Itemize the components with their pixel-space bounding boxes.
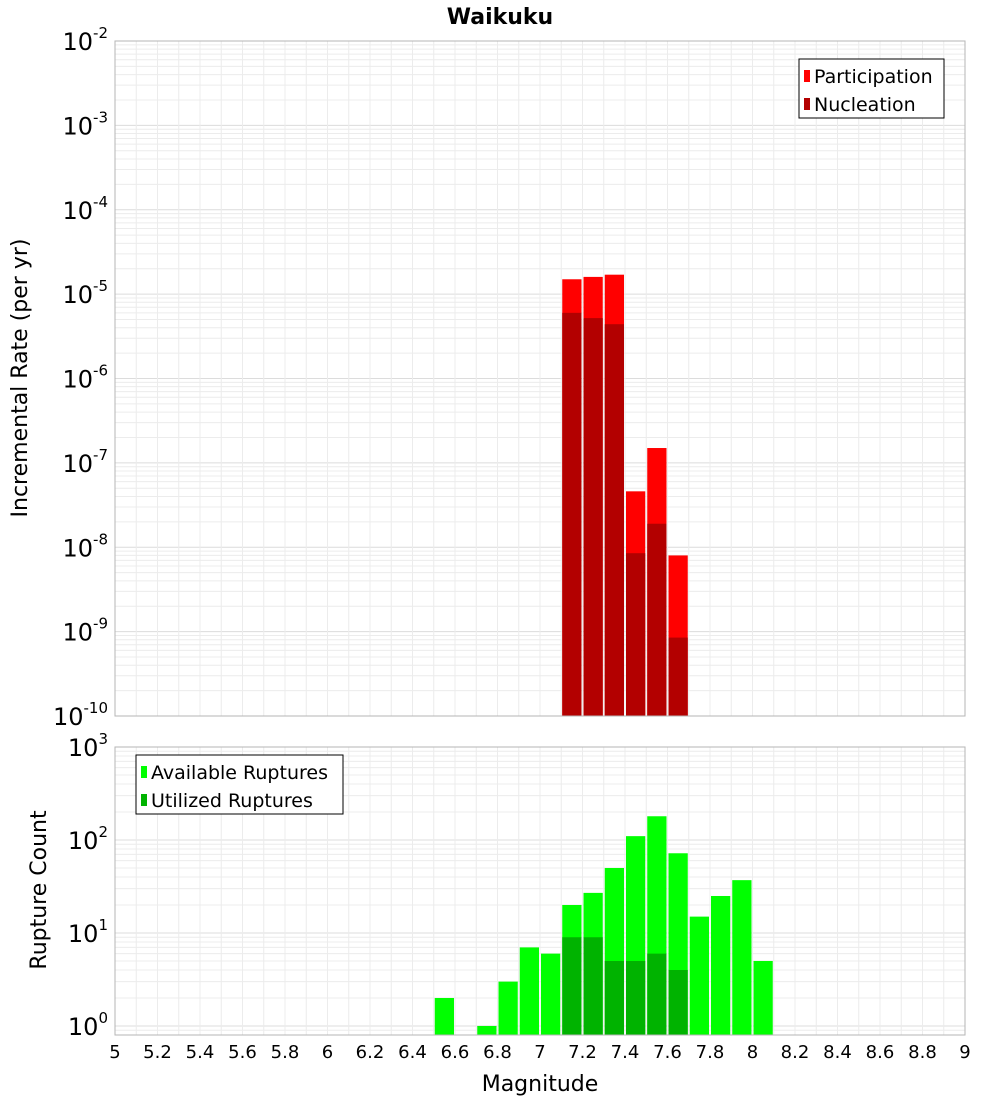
- x-tick-label: 5.2: [143, 1042, 172, 1063]
- x-tick-label: 8.4: [823, 1042, 852, 1063]
- rate-y-tick-label: 10-4: [62, 193, 108, 225]
- count-legend: [135, 754, 344, 815]
- count-bar-available-ruptures: [519, 947, 539, 1035]
- count-bar-available-ruptures: [711, 895, 731, 1035]
- x-tick-label: 6.2: [356, 1042, 385, 1063]
- x-tick-label: 5: [109, 1042, 120, 1063]
- x-tick-label: 6.6: [441, 1042, 470, 1063]
- x-tick-label: 7.4: [611, 1042, 640, 1063]
- rate-y-tick-label: 10-3: [62, 108, 108, 140]
- count-y-tick-label: 100: [68, 1009, 108, 1041]
- rate-bar-nucleation: [647, 523, 667, 716]
- x-tick-label: 9: [959, 1042, 970, 1063]
- rate-legend-swatch: [804, 98, 810, 110]
- rate-y-tick-label: 10-10: [53, 699, 108, 731]
- count-bar-available-ruptures: [434, 997, 454, 1035]
- x-tick-label: 8.2: [781, 1042, 810, 1063]
- x-tick-label: 5.6: [228, 1042, 257, 1063]
- count-bar-available-ruptures: [541, 953, 561, 1035]
- rate-bar-nucleation: [604, 324, 624, 716]
- x-tick-label: 7.8: [696, 1042, 725, 1063]
- count-legend-swatch: [141, 794, 147, 806]
- x-tick-label: 5.4: [186, 1042, 215, 1063]
- chart-title: Waikuku: [447, 5, 553, 30]
- x-tick-label: 8: [747, 1042, 758, 1063]
- rate-bar-nucleation: [668, 637, 688, 716]
- rate-legend-label: Nucleation: [814, 94, 916, 116]
- x-tick-label: 6.8: [483, 1042, 512, 1063]
- rate-y-tick-label: 10-8: [62, 530, 108, 562]
- count-bar-available-ruptures: [689, 916, 709, 1035]
- x-tick-label: 8.6: [866, 1042, 895, 1063]
- count-legend-label: Available Ruptures: [151, 762, 328, 784]
- rate-bar-nucleation: [583, 318, 603, 716]
- bottom-plot-frame: [114, 746, 966, 1036]
- count-bar-available-ruptures: [753, 960, 773, 1035]
- x-tick-label: 8.8: [908, 1042, 937, 1063]
- top-plot-frame: [114, 40, 966, 717]
- count-y-tick-label: 102: [68, 823, 108, 855]
- rate-legend-swatch: [804, 70, 810, 82]
- x-tick-label: 7: [534, 1042, 545, 1063]
- x-tick-label: 5.8: [271, 1042, 300, 1063]
- x-tick-label: 6.4: [398, 1042, 427, 1063]
- count-bar-utilized-ruptures: [562, 937, 582, 1035]
- rate-legend: [798, 58, 945, 119]
- x-tick-label: 7.6: [653, 1042, 682, 1063]
- count-y-tick-label: 103: [68, 730, 108, 762]
- rate-legend-label: Participation: [814, 66, 933, 88]
- count-bar-utilized-ruptures: [583, 937, 603, 1035]
- count-bar-utilized-ruptures: [604, 960, 624, 1035]
- count-bar-utilized-ruptures: [626, 960, 646, 1035]
- x-axis-label: Magnitude: [482, 1072, 599, 1097]
- rate-y-tick-label: 10-9: [62, 615, 108, 647]
- count-y-tick-label: 101: [68, 916, 108, 948]
- rate-y-axis-label: Incremental Rate (per yr): [8, 239, 33, 518]
- rate-y-tick-label: 10-6: [62, 362, 108, 394]
- count-bar-utilized-ruptures: [647, 953, 667, 1035]
- rate-bar-nucleation: [562, 312, 582, 716]
- rate-bar-nucleation: [626, 553, 646, 716]
- rate-y-tick-label: 10-7: [62, 446, 108, 478]
- count-y-axis-label: Rupture Count: [27, 810, 52, 970]
- count-bar-available-ruptures: [732, 880, 752, 1035]
- x-tick-label: 7.2: [568, 1042, 597, 1063]
- x-tick-label: 6: [322, 1042, 333, 1063]
- count-bar-available-ruptures: [477, 1025, 497, 1035]
- count-legend-swatch: [141, 766, 147, 778]
- count-legend-label: Utilized Ruptures: [151, 790, 313, 812]
- count-bar-available-ruptures: [498, 981, 518, 1035]
- count-bar-utilized-ruptures: [668, 969, 688, 1035]
- rate-y-tick-label: 10-5: [62, 277, 108, 309]
- rate-y-tick-label: 10-2: [62, 24, 108, 56]
